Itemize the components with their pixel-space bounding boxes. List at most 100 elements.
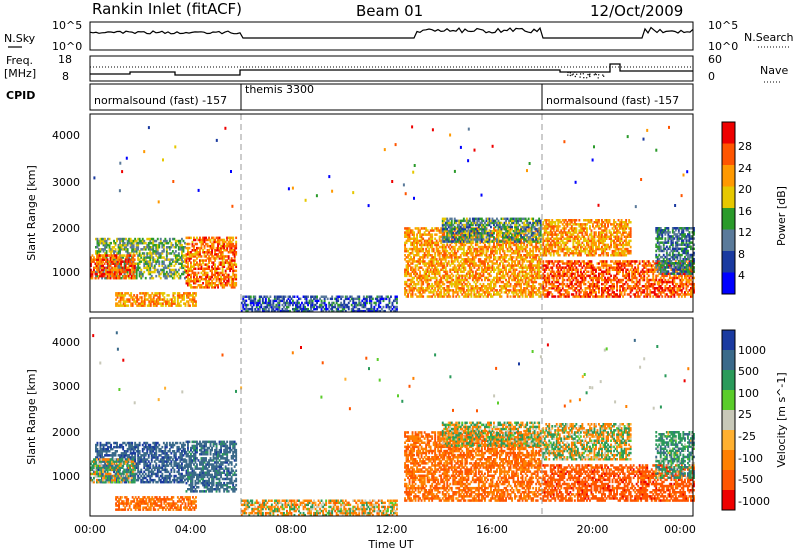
power-echo-cell — [199, 263, 201, 266]
power-echo-cell — [160, 304, 163, 307]
power-echo-cell — [99, 237, 102, 241]
power-echo-cell — [295, 303, 297, 307]
power-echo-cell — [431, 276, 434, 280]
power-echo-cell — [506, 264, 509, 267]
power-echo-cell — [129, 254, 132, 257]
power-echo-cell — [529, 270, 532, 273]
power-echo-cell — [410, 247, 412, 251]
power-echo-cell — [95, 270, 97, 274]
power-echo-cell — [99, 250, 102, 253]
power-echo-cell — [108, 272, 110, 276]
power-echo-cell — [426, 278, 429, 282]
power-echo-cell — [491, 262, 494, 265]
power-echo-cell — [114, 260, 116, 263]
power-echo-cell — [134, 248, 137, 251]
power-echo-cell — [473, 260, 476, 263]
power-echo-cell — [130, 264, 133, 268]
power-echo-cell — [462, 266, 465, 269]
power-echo-cell — [530, 254, 533, 257]
power-echo-cell — [449, 270, 452, 273]
power-echo-cell — [320, 303, 323, 307]
power-echo-cell — [185, 259, 188, 262]
power-echo-cell — [90, 256, 92, 259]
power-echo-cell — [453, 233, 456, 236]
power-echo-cell — [455, 256, 458, 259]
power-echo-cell — [410, 272, 412, 276]
power-echo-cell — [214, 284, 216, 287]
power-echo-cell — [404, 287, 406, 290]
power-echo-cell — [527, 217, 530, 221]
power-echo-cell — [431, 243, 434, 247]
power-echo-cell — [212, 277, 215, 281]
power-echo-cell — [90, 264, 92, 268]
power-echo-cell — [194, 271, 197, 275]
power-echo-cell — [137, 237, 140, 241]
power-echo-cell — [209, 282, 212, 285]
power-echo-cell — [190, 236, 192, 240]
power-echo-cell — [517, 293, 519, 296]
power-echo-cell — [293, 295, 296, 298]
power-echo-cell — [221, 267, 224, 270]
power-echo-cell — [227, 265, 230, 268]
power-echo-cell — [165, 250, 168, 253]
power-echo-cell — [502, 285, 504, 288]
power-echo-cell — [308, 309, 311, 313]
power-echo-cell — [414, 245, 417, 249]
power-echo-cell — [388, 305, 391, 309]
power-echo-cell — [127, 268, 130, 272]
power-echo-cell — [335, 299, 338, 303]
power-echo-cell — [243, 299, 246, 303]
power-echo-cell — [524, 278, 527, 282]
power-echo-cell — [459, 268, 462, 271]
power-echo-cell — [419, 239, 421, 243]
power-echo-cell — [479, 282, 482, 286]
power-echo-cell — [166, 300, 169, 303]
power-echo-cell — [152, 258, 155, 261]
power-echo-cell — [471, 256, 474, 259]
power-echo-cell — [192, 302, 194, 305]
power-echo-cell — [189, 294, 191, 297]
power-echo-cell — [484, 278, 486, 282]
power-echo-cell — [499, 289, 501, 292]
power-echo-cell — [431, 249, 434, 253]
power-echo-cell — [512, 243, 515, 247]
power-echo-cell — [450, 262, 453, 265]
power-echo-cell — [431, 247, 434, 251]
power-echo-cell — [538, 276, 541, 280]
power-echo-cell — [425, 278, 428, 282]
power-echo-cell — [202, 282, 204, 285]
power-echo-cell — [273, 297, 276, 301]
power-echo-cell — [446, 295, 449, 298]
power-echo-cell — [437, 285, 440, 288]
power-echo-cell — [456, 293, 459, 296]
power-echo-cell — [115, 268, 118, 272]
power-echo-cell — [453, 235, 456, 238]
power-echo-cell — [532, 256, 535, 259]
power-echo-cell — [413, 260, 415, 263]
power-echo-cell — [494, 249, 497, 253]
power-echo-cell — [508, 285, 510, 288]
power-echo-cell — [162, 272, 165, 276]
power-echo-cell — [230, 261, 233, 264]
power-echo-cell — [515, 285, 518, 288]
power-echo-cell — [114, 243, 117, 247]
power-echo-cell — [458, 245, 461, 249]
power-echo-cell — [224, 275, 227, 279]
power-echo-cell — [444, 260, 447, 263]
power-echo-cell — [230, 244, 233, 248]
power-echo-cell — [133, 294, 136, 297]
power-echo-cell — [484, 276, 486, 280]
power-echo-cell — [509, 227, 512, 230]
power-echo-cell — [113, 250, 115, 253]
power-echo-cell — [482, 247, 485, 251]
power-echo-cell — [538, 289, 541, 292]
power-echo-cell — [148, 304, 151, 307]
power-echo-cell — [196, 242, 198, 246]
power-echo-cell — [411, 252, 414, 255]
power-echo-cell — [413, 268, 415, 271]
power-echo-cell — [404, 274, 406, 278]
power-echo-cell — [110, 241, 112, 245]
power-echo-cell — [462, 274, 465, 278]
power-echo-cell — [218, 249, 221, 252]
power-echo-cell — [440, 241, 443, 245]
